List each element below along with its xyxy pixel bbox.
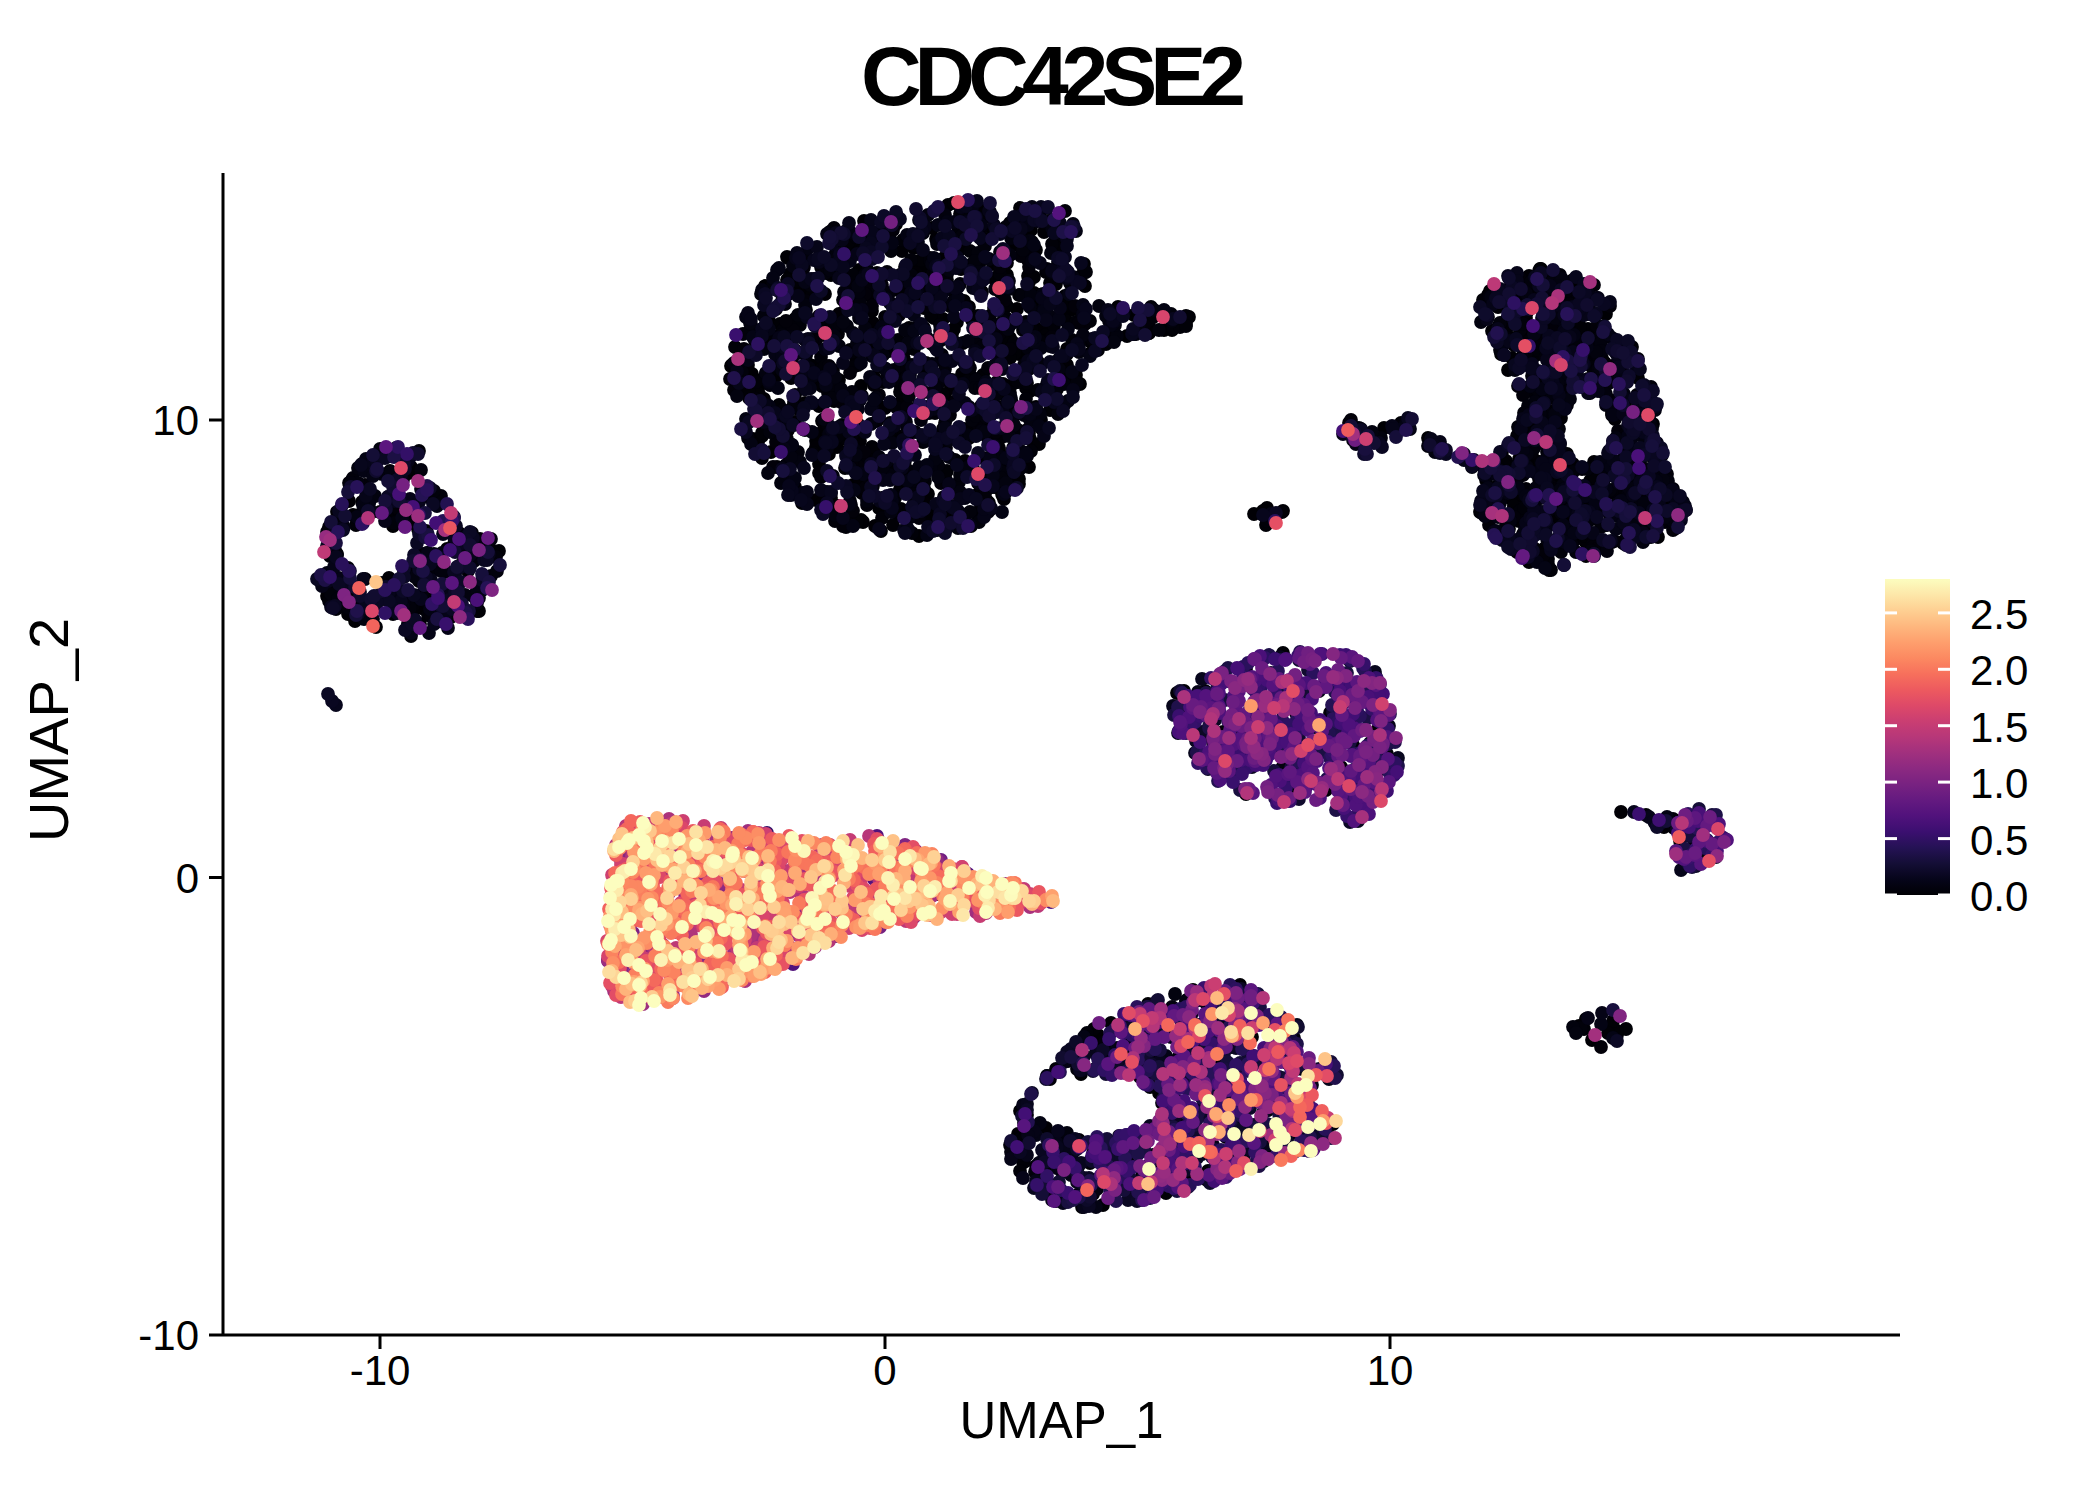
svg-text:0: 0: [176, 855, 199, 902]
svg-text:0: 0: [873, 1347, 896, 1394]
svg-text:10: 10: [1367, 1347, 1414, 1394]
svg-text:-10: -10: [350, 1347, 411, 1394]
svg-text:1.5: 1.5: [1970, 704, 2028, 751]
svg-text:1.0: 1.0: [1970, 760, 2028, 807]
svg-text:2.5: 2.5: [1970, 591, 2028, 638]
svg-text:0.5: 0.5: [1970, 817, 2028, 864]
svg-text:UMAP_1: UMAP_1: [959, 1392, 1163, 1449]
svg-text:0.0: 0.0: [1970, 873, 2028, 920]
svg-text:10: 10: [152, 397, 199, 444]
svg-text:-10: -10: [138, 1312, 199, 1359]
svg-text:2.0: 2.0: [1970, 647, 2028, 694]
svg-text:UMAP_2: UMAP_2: [17, 618, 80, 842]
